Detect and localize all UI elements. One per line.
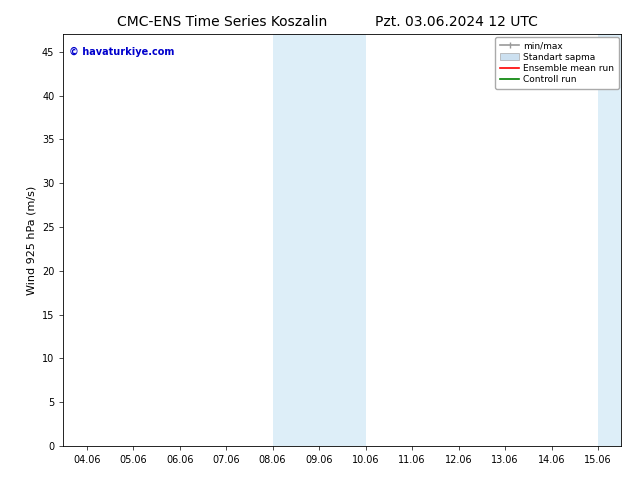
Bar	[273, 34, 319, 446]
Bar	[598, 34, 626, 446]
Text: © havaturkiye.com: © havaturkiye.com	[69, 47, 174, 57]
Y-axis label: Wind 925 hPa (m/s): Wind 925 hPa (m/s)	[27, 186, 36, 294]
Text: Pzt. 03.06.2024 12 UTC: Pzt. 03.06.2024 12 UTC	[375, 15, 538, 29]
Legend: min/max, Standart sapma, Ensemble mean run, Controll run: min/max, Standart sapma, Ensemble mean r…	[495, 37, 619, 89]
Bar	[319, 34, 366, 446]
Text: CMC-ENS Time Series Koszalin: CMC-ENS Time Series Koszalin	[117, 15, 327, 29]
